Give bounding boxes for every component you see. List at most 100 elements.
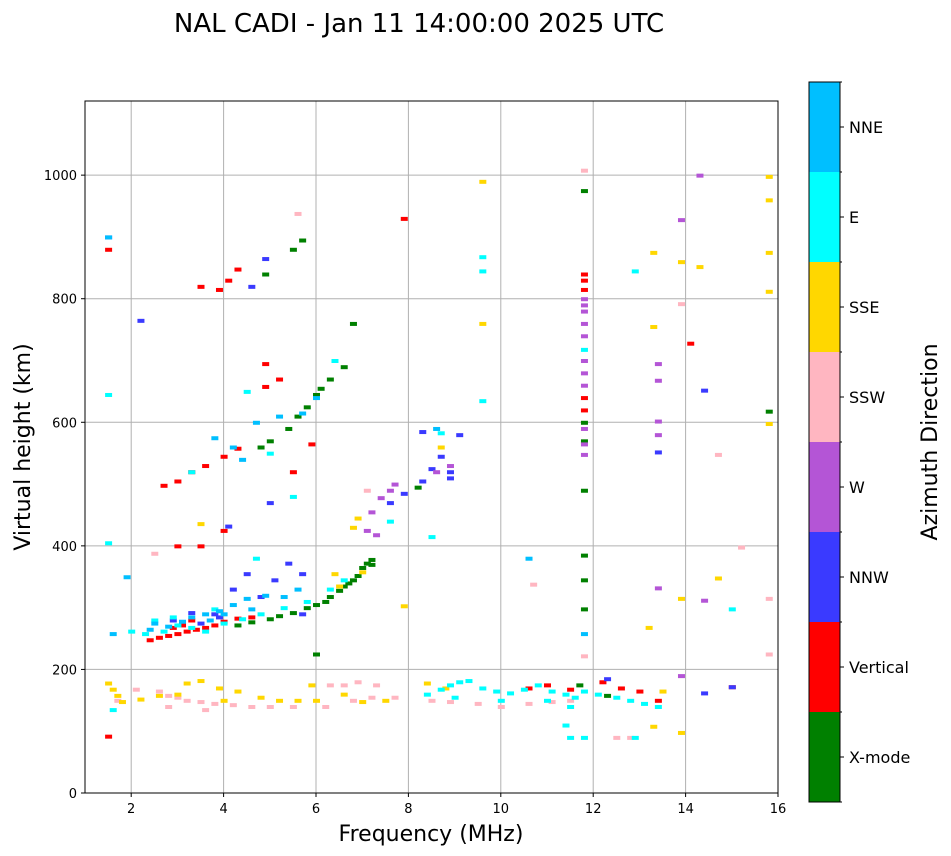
colorbar-label: SSE: [849, 298, 879, 317]
data-point-nnw: [456, 433, 464, 438]
data-point-nne: [151, 621, 159, 626]
data-point-x-mode: [299, 238, 307, 243]
data-point-x-mode: [368, 557, 376, 562]
data-point-nnw: [701, 691, 709, 696]
data-point-e: [562, 692, 570, 697]
colorbar-label: Vertical: [849, 658, 909, 677]
data-point-nne: [220, 612, 228, 617]
data-point-sse: [155, 693, 163, 698]
data-point-e: [437, 687, 445, 692]
data-point-ssw: [197, 700, 205, 705]
colorbar-segment: [809, 442, 840, 532]
data-point-nnw: [137, 318, 145, 323]
data-point-x-mode: [313, 603, 320, 608]
data-point-ssw: [183, 698, 191, 703]
data-point-x-mode: [313, 652, 320, 657]
data-point-nnw: [701, 388, 709, 393]
data-point-e: [289, 494, 297, 499]
data-point-e: [580, 735, 588, 740]
data-point-nne: [433, 426, 441, 431]
data-point-sse: [359, 700, 367, 705]
data-point-nne: [262, 593, 270, 598]
colorbar-label: NNW: [849, 568, 889, 587]
data-point-e: [654, 705, 662, 709]
data-point-nnw: [400, 491, 408, 496]
data-point-x-mode: [326, 595, 334, 600]
data-point-e: [386, 519, 394, 524]
data-point-w: [654, 378, 662, 383]
data-point-ssw: [613, 735, 621, 740]
x-tick-label: 10: [493, 802, 510, 817]
y-axis-ticks: 0 200 400 600 800 1000: [44, 169, 85, 802]
data-point-sse: [257, 695, 265, 700]
data-point-sse: [677, 730, 685, 735]
data-point-vertical: [654, 698, 662, 703]
data-point-w: [580, 297, 588, 302]
data-point-ssw: [340, 683, 348, 688]
data-point-sse: [442, 686, 450, 691]
data-point-x-mode: [414, 485, 422, 490]
x-tick-label: 4: [219, 802, 227, 817]
colorbar-title: Azimuth Direction: [918, 343, 943, 540]
data-point-vertical: [197, 284, 205, 289]
data-point-w: [386, 488, 394, 493]
data-point-sse: [714, 576, 722, 581]
data-point-nne: [525, 556, 533, 561]
data-point-x-mode: [349, 578, 357, 583]
data-point-vertical: [202, 625, 210, 630]
data-point-w: [654, 586, 662, 591]
y-tick-label: 400: [52, 540, 77, 555]
data-point-vertical: [400, 216, 408, 221]
data-point-vertical: [544, 683, 551, 688]
colorbar-segment: [809, 712, 840, 802]
data-point-nnw: [243, 572, 251, 577]
data-point-x-mode: [317, 386, 325, 391]
data-point-e: [211, 607, 219, 612]
data-point-e: [631, 269, 639, 274]
data-point-nnw: [428, 467, 436, 472]
data-point-e: [169, 615, 177, 620]
data-point-sse: [765, 289, 773, 294]
data-point-x-mode: [580, 189, 588, 194]
data-point-nnw: [728, 685, 736, 690]
data-point-vertical: [225, 278, 233, 283]
data-point-ssw: [765, 652, 773, 657]
data-point-nne: [146, 627, 154, 632]
data-point-nnw: [437, 454, 445, 459]
data-point-nne: [243, 596, 251, 601]
data-point-vertical: [192, 627, 200, 632]
data-point-x-mode: [580, 607, 588, 612]
data-point-vertical: [174, 632, 182, 637]
data-point-nne: [188, 615, 196, 620]
y-tick-label: 600: [52, 416, 77, 431]
data-point-ssw: [446, 700, 454, 705]
data-point-ssw: [165, 693, 173, 698]
data-point-sse: [650, 250, 658, 255]
data-point-x-mode: [580, 420, 588, 425]
data-point-x-mode: [303, 606, 311, 611]
data-point-nne: [280, 595, 288, 600]
data-point-vertical: [202, 464, 210, 469]
colorbar-segment: [809, 262, 840, 352]
data-point-vertical: [580, 396, 588, 401]
data-point-vertical: [220, 454, 228, 459]
data-point-e: [497, 698, 505, 703]
data-point-x-mode: [576, 683, 584, 688]
data-point-ssw: [714, 452, 722, 457]
data-point-nne: [179, 619, 187, 624]
data-point-sse: [400, 604, 408, 609]
data-point-vertical: [220, 528, 228, 533]
data-point-nne: [294, 587, 302, 592]
data-point-vertical: [179, 623, 187, 628]
data-point-x-mode: [604, 693, 612, 698]
data-point-nne: [206, 618, 214, 623]
data-point-e: [174, 623, 182, 628]
data-point-e: [105, 541, 113, 546]
data-point-e: [520, 687, 528, 692]
data-point-e: [627, 698, 635, 703]
data-point-e: [266, 451, 274, 456]
data-point-ssw: [738, 545, 746, 550]
data-point-x-mode: [266, 439, 274, 444]
grid: [85, 101, 779, 794]
x-axis-ticks: 2 4 6 8 10 12 14 16: [127, 793, 786, 817]
